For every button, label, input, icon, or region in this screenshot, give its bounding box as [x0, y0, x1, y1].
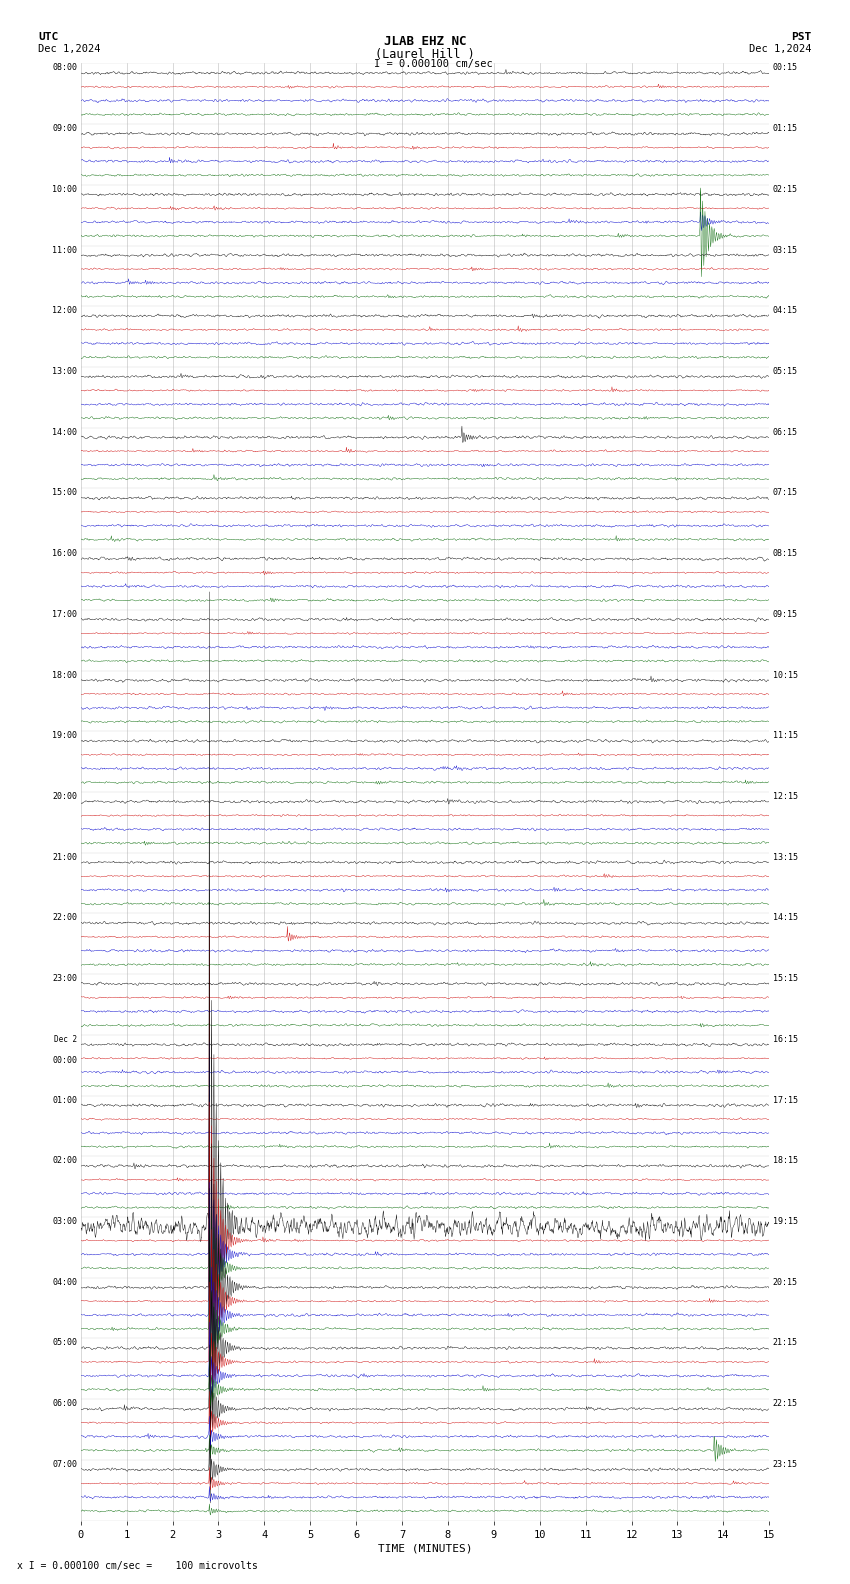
Text: 10:15: 10:15 [773, 670, 797, 680]
Text: 13:00: 13:00 [53, 367, 77, 375]
Text: 10:00: 10:00 [53, 185, 77, 193]
Text: 02:15: 02:15 [773, 185, 797, 193]
Text: Dec 2: Dec 2 [54, 1034, 77, 1044]
Text: 23:15: 23:15 [773, 1460, 797, 1468]
Text: 01:15: 01:15 [773, 124, 797, 133]
Text: 21:00: 21:00 [53, 852, 77, 862]
Text: PST: PST [791, 32, 812, 41]
Text: 17:00: 17:00 [53, 610, 77, 619]
Text: 11:00: 11:00 [53, 246, 77, 255]
Text: 19:00: 19:00 [53, 732, 77, 740]
Text: 09:00: 09:00 [53, 124, 77, 133]
Text: UTC: UTC [38, 32, 59, 41]
Text: 16:15: 16:15 [773, 1034, 797, 1044]
Text: 21:15: 21:15 [773, 1338, 797, 1348]
Text: 03:00: 03:00 [53, 1217, 77, 1226]
Text: 13:15: 13:15 [773, 852, 797, 862]
Text: 14:15: 14:15 [773, 914, 797, 922]
Text: 05:15: 05:15 [773, 367, 797, 375]
Text: Dec 1,2024: Dec 1,2024 [38, 44, 101, 54]
Text: 17:15: 17:15 [773, 1096, 797, 1104]
Text: 11:15: 11:15 [773, 732, 797, 740]
Text: 16:00: 16:00 [53, 550, 77, 558]
Text: 19:15: 19:15 [773, 1217, 797, 1226]
Text: 07:00: 07:00 [53, 1460, 77, 1468]
Text: 20:15: 20:15 [773, 1278, 797, 1286]
Text: 03:15: 03:15 [773, 246, 797, 255]
Text: 12:00: 12:00 [53, 306, 77, 315]
Text: 00:00: 00:00 [53, 1057, 77, 1064]
Text: 08:00: 08:00 [53, 63, 77, 73]
Text: 06:15: 06:15 [773, 428, 797, 437]
Text: 22:15: 22:15 [773, 1399, 797, 1408]
Text: 09:15: 09:15 [773, 610, 797, 619]
Text: I = 0.000100 cm/sec: I = 0.000100 cm/sec [374, 59, 493, 68]
Text: (Laurel Hill ): (Laurel Hill ) [375, 48, 475, 60]
Text: 08:15: 08:15 [773, 550, 797, 558]
Text: 02:00: 02:00 [53, 1156, 77, 1166]
Text: 18:00: 18:00 [53, 670, 77, 680]
X-axis label: TIME (MINUTES): TIME (MINUTES) [377, 1544, 473, 1554]
Text: 15:15: 15:15 [773, 974, 797, 984]
Text: 04:00: 04:00 [53, 1278, 77, 1286]
Text: x I = 0.000100 cm/sec =    100 microvolts: x I = 0.000100 cm/sec = 100 microvolts [17, 1562, 258, 1571]
Text: 12:15: 12:15 [773, 792, 797, 802]
Text: 15:00: 15:00 [53, 488, 77, 497]
Text: 20:00: 20:00 [53, 792, 77, 802]
Text: 14:00: 14:00 [53, 428, 77, 437]
Text: JLAB EHZ NC: JLAB EHZ NC [383, 35, 467, 48]
Text: 23:00: 23:00 [53, 974, 77, 984]
Text: 06:00: 06:00 [53, 1399, 77, 1408]
Text: 18:15: 18:15 [773, 1156, 797, 1166]
Text: 05:00: 05:00 [53, 1338, 77, 1348]
Text: 22:00: 22:00 [53, 914, 77, 922]
Text: 07:15: 07:15 [773, 488, 797, 497]
Text: 04:15: 04:15 [773, 306, 797, 315]
Text: 00:15: 00:15 [773, 63, 797, 73]
Text: 01:00: 01:00 [53, 1096, 77, 1104]
Text: Dec 1,2024: Dec 1,2024 [749, 44, 812, 54]
